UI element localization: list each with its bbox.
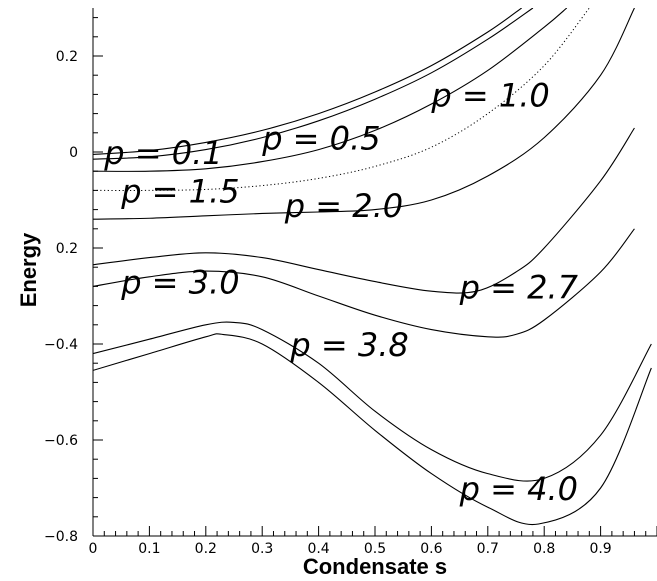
x-tick-label: 0.7 [477, 541, 499, 557]
curve-label: p = 2.0 [284, 187, 403, 225]
series-line-3-8 [93, 321, 652, 482]
series-line-1-0 [93, 8, 568, 172]
x-tick-label: 0.5 [364, 541, 386, 557]
y-tick-label: 0.2 [56, 49, 78, 65]
x-tick-label: 0.1 [138, 541, 160, 557]
y-tick-label: 0.2 [56, 241, 78, 257]
curve-label: p = 1.0 [430, 76, 549, 114]
series-line-0-5 [93, 8, 534, 160]
x-axis-title: Condensate s [303, 554, 447, 579]
curve-labels: p = 0.1 p = 0.5 p = 1.0 p = 1.5 p = 2.0 p = 3… [103, 76, 578, 508]
x-tick-label: 0 [89, 541, 98, 557]
y-axis-title: Energy [16, 232, 41, 307]
x-tick-label: 0.6 [420, 541, 442, 557]
series-line-3-0 [93, 228, 635, 338]
x-tick-label: 0.2 [195, 541, 217, 557]
curve-label: p = 1.5 [120, 172, 239, 210]
x-tick-label: 0.9 [589, 541, 611, 557]
y-tick-label: −0.8 [44, 529, 78, 545]
series-line-2-0 [93, 8, 635, 220]
curve-label: p = 0.1 [103, 134, 222, 172]
x-tick-label: 0.8 [533, 541, 555, 557]
curve-label: p = 4.0 [459, 470, 578, 508]
series-line-4-0 [93, 333, 652, 526]
x-tick-label: 0.3 [251, 541, 273, 557]
curves [93, 8, 652, 526]
y-tick-label: −0.6 [44, 433, 78, 449]
y-tick-label: −0.4 [44, 337, 78, 353]
axes: 0 0.1 0.2 0.3 0.4 0.5 0.6 0.7 0.8 0.9 −0.8 −0.6 −0.4… [44, 8, 657, 557]
series-line-2-7 [93, 127, 635, 294]
series-line-0-1 [93, 8, 522, 155]
curve-label: p = 2.7 [459, 268, 579, 306]
curve-label: p = 3.0 [120, 264, 239, 302]
curve-label: p = 3.8 [289, 326, 408, 364]
y-tick-label: 0 [69, 145, 78, 161]
x-tick-label: 0.4 [307, 541, 329, 557]
curve-label: p = 0.5 [261, 120, 380, 158]
